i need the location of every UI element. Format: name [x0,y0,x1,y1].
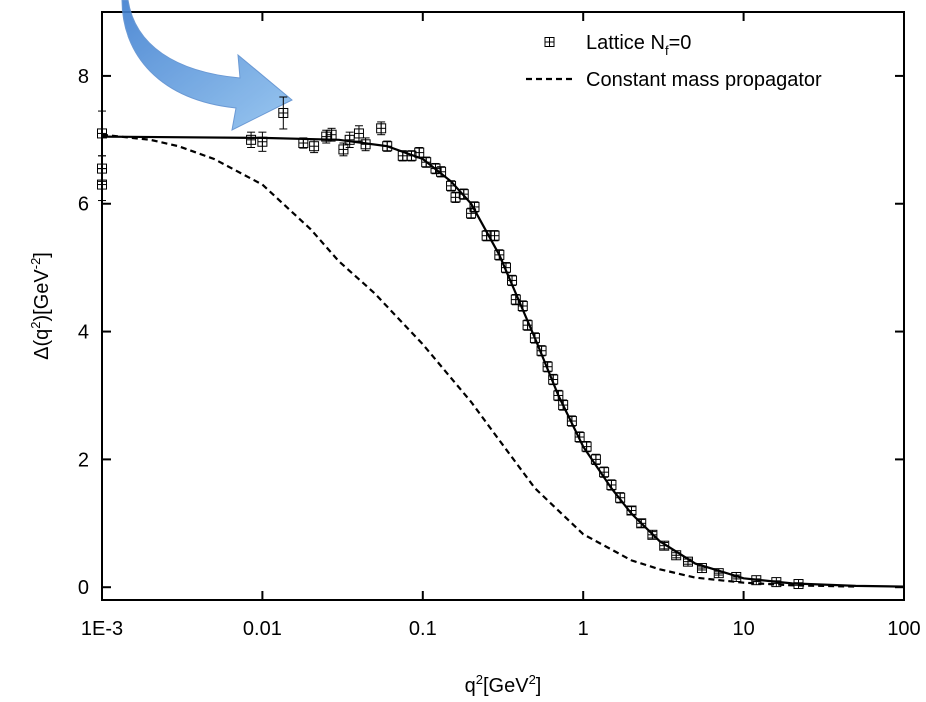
legend-label-part: Lattice N [586,32,665,54]
fit-line [101,135,905,588]
data-point [278,107,289,118]
x-axis-label-part: [GeV [483,675,529,697]
data-point [450,192,461,203]
data-point [309,141,320,152]
data-point [326,129,337,140]
legend-label-part: =0 [669,32,692,54]
x-tick-label: 0.01 [243,618,282,640]
y-tick-label: 2 [78,449,89,471]
legend-label: Lattice Nf=0 [586,32,691,58]
y-axis-label: Δ(q2)[GeV-2] [28,252,53,360]
legend-label-part: Constant mass propagator [586,69,822,91]
x-axis-label-part: ] [536,675,542,697]
data-point [353,128,364,139]
x-axis-label: q2[GeV2] [465,672,542,697]
x-tick-label: 100 [887,618,920,640]
plot-frame [101,11,905,601]
legend-label-part: f [665,43,669,58]
x-tick-label: 10 [732,618,754,640]
x-axis-label-part: 2 [529,672,536,687]
y-axis-label-part: -2 [28,258,43,270]
plot-area [97,96,905,590]
y-tick-label: 0 [78,577,89,599]
data-point [97,179,107,190]
x-axis-label-part: 2 [476,672,483,687]
x-tick-label: 0.1 [409,618,437,640]
legend-marker [544,37,555,47]
data-point [338,144,349,155]
data-point [489,230,500,241]
y-axis-label-part: Δ(q [31,329,53,360]
arrow-annotation [121,0,293,131]
x-tick-label: 1 [578,618,589,640]
data-point [97,128,107,139]
data-point [246,134,257,145]
dashed-line [101,133,856,588]
y-axis-label-part: 2 [28,321,43,328]
y-tick-label: 6 [78,194,89,216]
y-axis-label-part: )[GeV [31,269,53,322]
y-tick-label: 8 [78,66,89,88]
data-point [376,123,387,134]
y-axis-label-part: ] [31,252,53,258]
x-tick-label: 1E-3 [81,618,123,640]
x-axis-label-part: q [465,675,476,697]
y-tick-label: 4 [78,322,89,344]
legend-label: Constant mass propagator [586,69,822,91]
